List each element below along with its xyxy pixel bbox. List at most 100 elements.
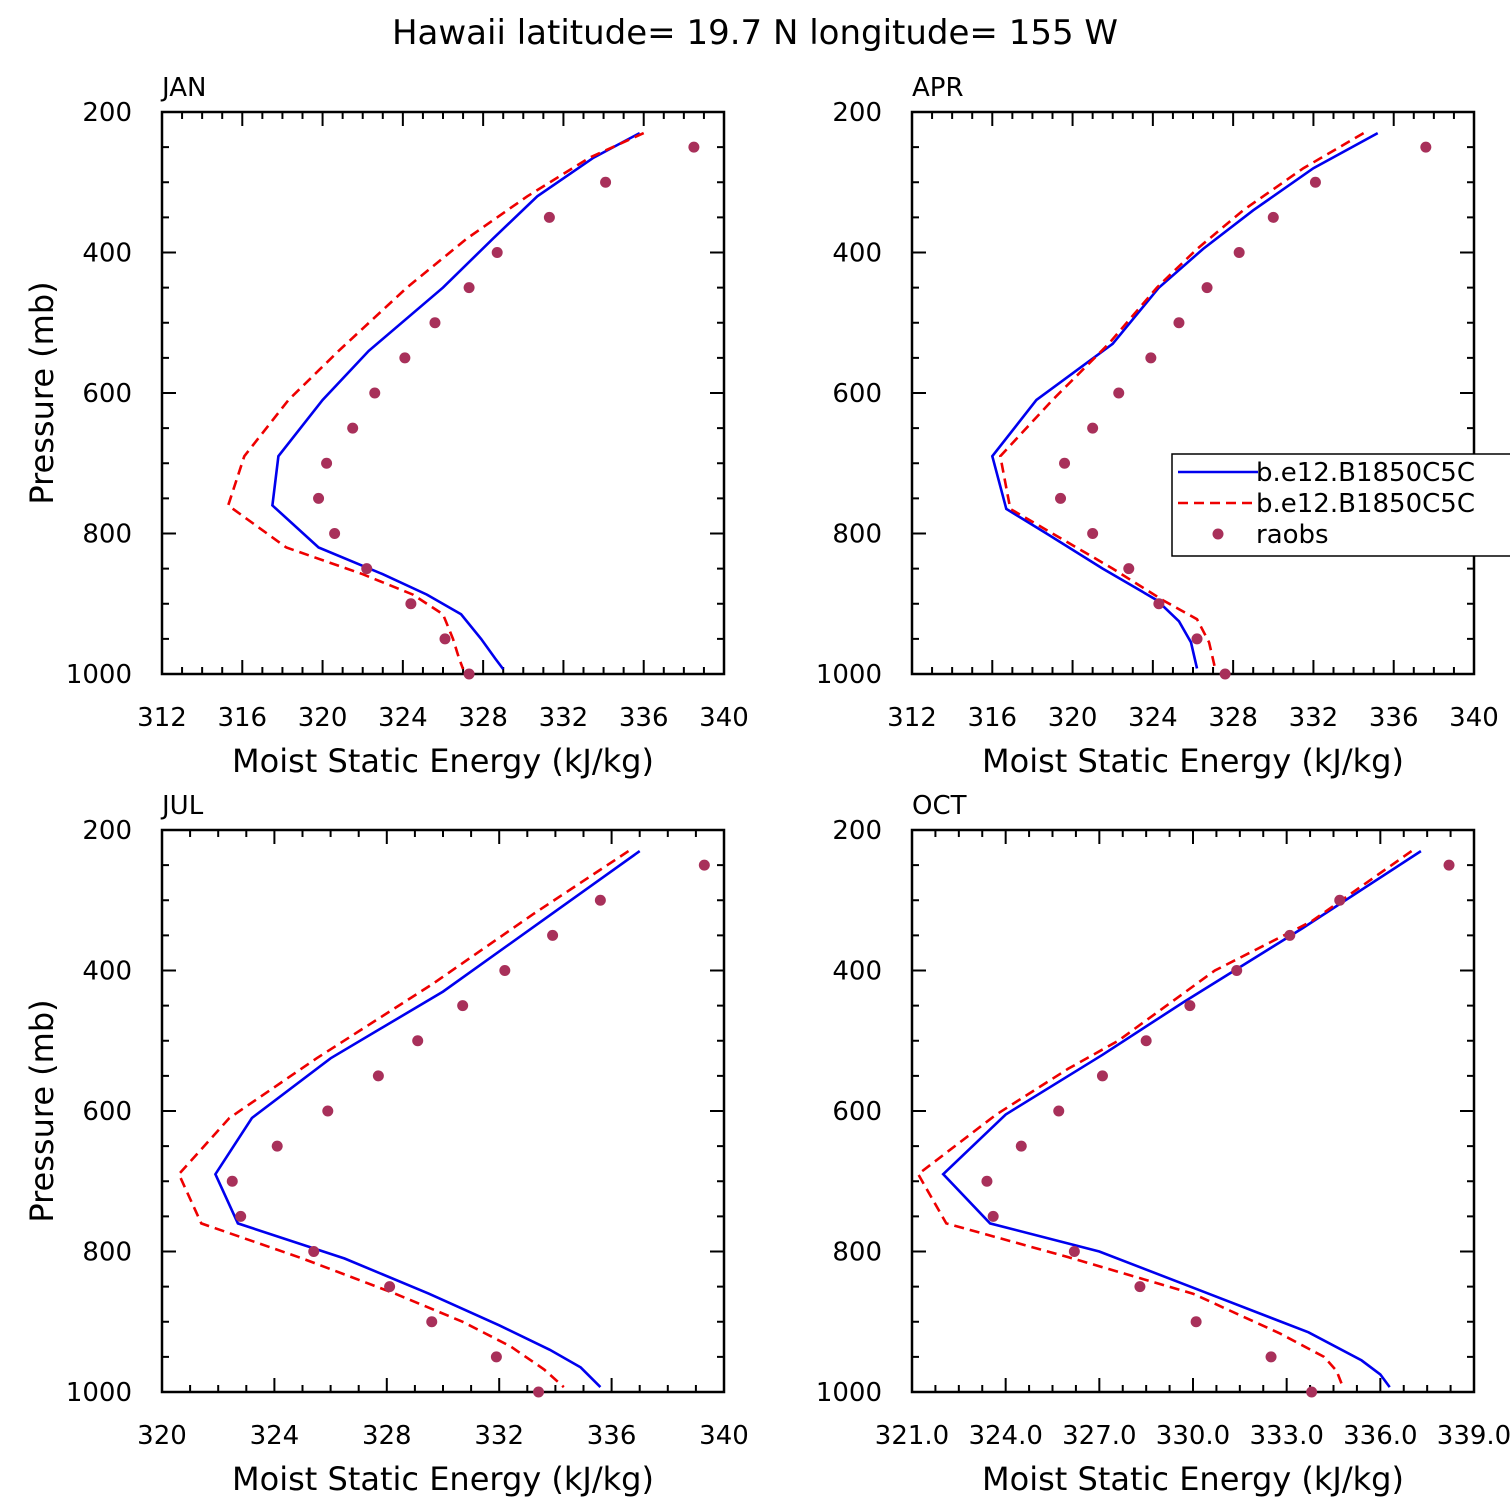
raobs-point [1420,141,1432,153]
raobs-point [405,598,417,610]
raobs-point [1113,387,1125,399]
y-tick-label: 200 [82,816,132,846]
y-tick-label: 1000 [66,1378,132,1408]
raobs-point [1145,352,1157,364]
raobs-point [1134,1281,1146,1293]
raobs-point [1265,1351,1277,1363]
legend-entry-label: raobs [1256,520,1329,550]
raobs-point [1096,1070,1108,1082]
x-tick-label: 332 [474,1421,524,1451]
x-tick-label: 327.0 [1062,1421,1136,1451]
raobs-point [1087,528,1099,539]
y-tick-label: 400 [82,957,132,987]
y-tick-label: 800 [832,520,882,550]
series-model-1-line [990,131,1379,669]
panel-apr: APR 312 316 320 324 328 332 336 340 200 400 600 800 1… [816,73,1499,780]
raobs-point [372,1070,384,1082]
x-tick-label: 340 [699,1421,749,1451]
raobs-point [1059,457,1071,469]
x-tick-label: 330.0 [1156,1421,1230,1451]
x-tick-label: 336 [587,1421,637,1451]
raobs-point [981,1175,993,1187]
raobs-point [1191,633,1203,645]
series-raobs [981,859,1455,1398]
y-tick-label: 200 [832,816,882,846]
series-model-1-line [941,850,1422,1388]
x-tick-label: 328 [1208,703,1258,733]
raobs-point [412,1035,424,1047]
raobs-point [698,859,710,871]
raobs-point [1015,1140,1027,1152]
raobs-point [499,965,511,976]
x-tick-label: 336 [619,703,669,733]
raobs-point [1309,176,1321,188]
x-tick-label: 316 [217,703,267,733]
raobs-point [426,1316,438,1328]
raobs-point [329,528,341,539]
x-tick-label: 333.0 [1249,1421,1323,1451]
raobs-point [1284,929,1296,941]
raobs-point [1140,1035,1152,1047]
raobs-point [1443,859,1455,871]
y-tick-label: 200 [832,98,882,128]
raobs-point [543,211,555,223]
raobs-point [1087,422,1099,434]
x-axis-title: Moist Static Energy (kJ/kg) [982,1460,1404,1498]
raobs-point [688,141,700,153]
raobs-point [1231,965,1243,976]
raobs-point [463,282,475,294]
series-raobs [226,859,710,1398]
x-tick-label: 336 [1369,703,1419,733]
y-tick-label: 400 [832,239,882,269]
panel-label: APR [912,73,964,103]
y-tick-label: 800 [82,1238,132,1268]
raobs-point [1068,1246,1080,1257]
x-tick-label: 332 [1289,703,1339,733]
raobs-point [361,563,373,575]
x-tick-label: 328 [458,703,508,733]
y-tick-label: 800 [832,1238,882,1268]
raobs-point [547,929,559,941]
y-axis-title: Pressure (mb) [23,999,61,1222]
y-tick-label: 600 [832,1097,882,1127]
raobs-point [321,457,333,469]
raobs-point [1173,317,1185,329]
series-model-2-line [226,131,645,670]
series-model-2-line [916,850,1413,1388]
x-tick-label: 320 [1048,703,1098,733]
x-axis-title: Moist Static Energy (kJ/kg) [982,742,1404,780]
x-axis-title: Moist Static Energy (kJ/kg) [232,742,654,780]
raobs-point [987,1210,999,1222]
raobs-point [271,1140,283,1152]
x-tick-label: 328 [362,1421,412,1451]
raobs-point [1306,1386,1318,1398]
raobs-point [226,1175,238,1187]
raobs-point [313,492,325,504]
y-tick-label: 200 [82,98,132,128]
legend-entry-label: b.e12.B1850C5C [1256,458,1475,488]
raobs-point [384,1281,396,1293]
raobs-point [1123,563,1135,575]
y-tick-label: 600 [832,379,882,409]
raobs-point [1055,492,1067,504]
raobs-point [1201,282,1213,294]
x-tick-label: 324 [250,1421,300,1451]
raobs-point [1053,1105,1065,1117]
raobs-point [463,668,475,680]
series-raobs [313,141,700,680]
plot-frame [910,110,1476,676]
x-tick-label: 320 [137,1421,187,1451]
raobs-point [399,352,411,364]
series-raobs [1055,141,1432,680]
panel-label: OCT [912,791,967,821]
panel-jul: JUL 320 324 328 332 336 340 200 400 600 800 1000 Moi… [23,791,749,1498]
legend-entry-label: b.e12.B1850C5C [1256,489,1475,519]
plot-frame [910,828,1476,1394]
x-tick-label: 320 [298,703,348,733]
raobs-point [457,1000,469,1012]
x-tick-label: 321.0 [875,1421,949,1451]
x-tick-label: 312 [137,703,187,733]
panel-label: JAN [160,73,206,103]
x-tick-label: 324.0 [968,1421,1042,1451]
